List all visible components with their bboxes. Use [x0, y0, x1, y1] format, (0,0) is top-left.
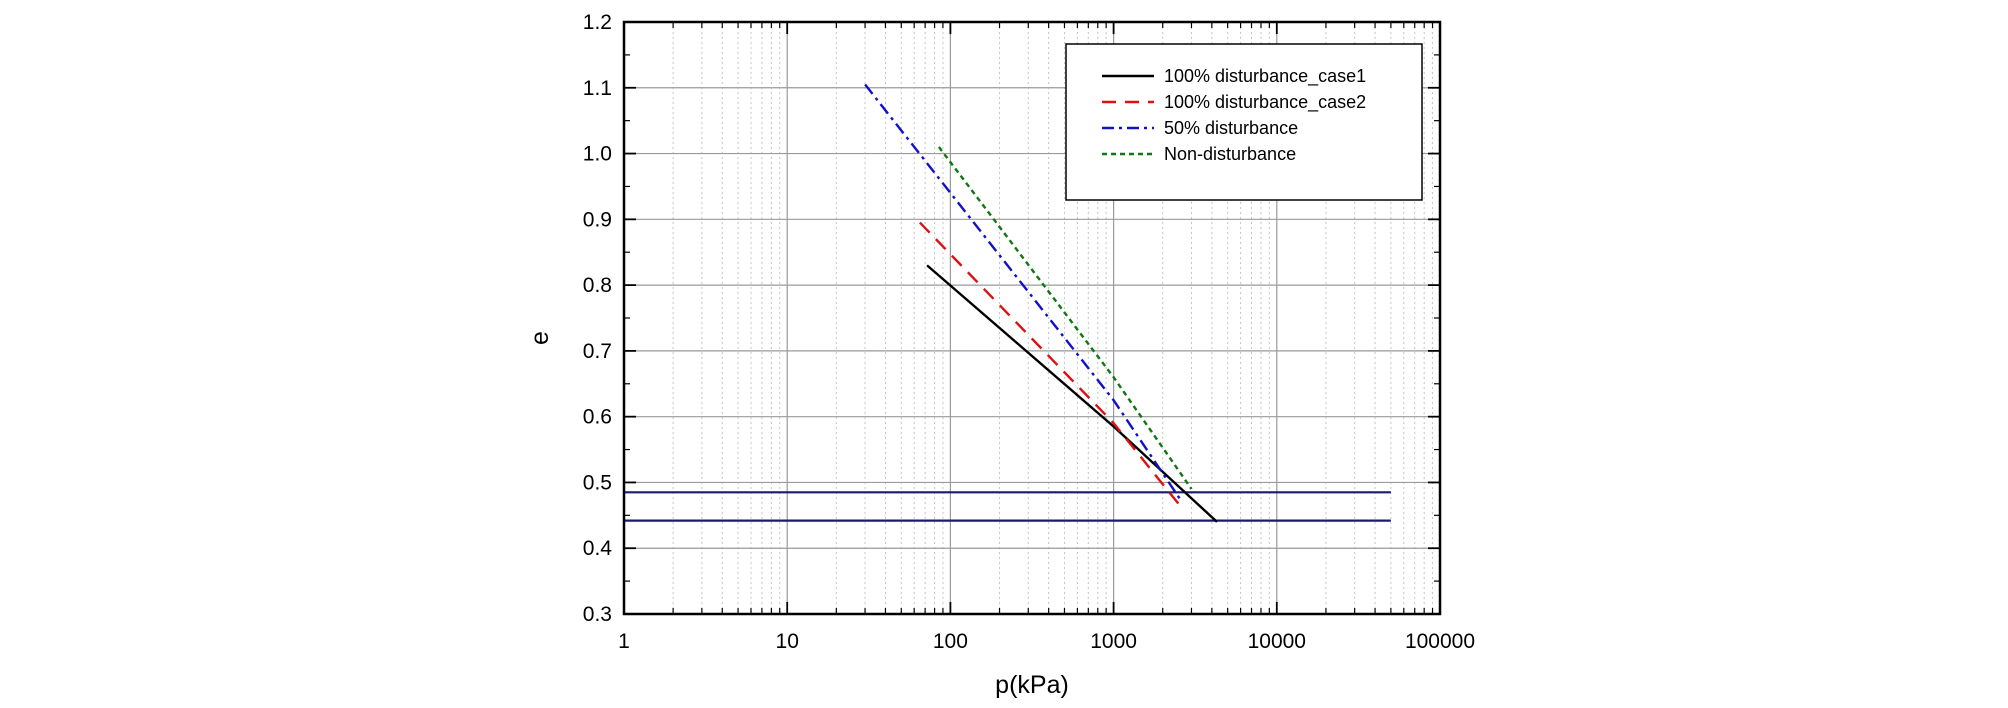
axis-ticks — [623, 21, 1441, 615]
y-tick-label: 0.9 — [583, 208, 612, 231]
legend: 100% disturbance_case1 100% disturbance_c… — [1065, 43, 1423, 201]
x-tick-label: 100000 — [1405, 630, 1475, 653]
series-line-3 — [864, 83, 1181, 500]
x-tick-label: 1 — [618, 630, 630, 653]
reference-lines — [624, 491, 1391, 522]
legend-label-1: 100% disturbance_case1 — [1164, 66, 1366, 87]
y-tick-label: 0.4 — [583, 537, 613, 560]
series-line-1 — [926, 264, 1218, 523]
y-tick-label: 0.6 — [583, 406, 612, 429]
y-tick-label: 1.0 — [583, 143, 612, 166]
series-lines — [864, 83, 1218, 523]
grid — [624, 22, 1440, 614]
y-axis-title: e — [526, 331, 554, 345]
y-tick-label: 0.8 — [583, 274, 612, 297]
series-line-2 — [919, 221, 1181, 507]
legend-label-3: 50% disturbance — [1164, 118, 1298, 138]
x-tick-label: 10 — [776, 630, 799, 653]
y-tick-label: 0.7 — [583, 340, 612, 363]
x-tick-label: 100 — [933, 630, 968, 653]
series-line-4 — [937, 146, 1193, 490]
y-tick-label: 0.5 — [583, 471, 612, 494]
y-tick-label: 0.3 — [583, 603, 612, 626]
legend-box — [1065, 43, 1423, 201]
y-tick-labels: 0.3 0.4 0.5 0.6 0.7 0.8 0.9 1.0 1.1 1.2 — [583, 11, 613, 626]
x-tick-label: 10000 — [1248, 630, 1306, 653]
x-tick-label: 1000 — [1090, 630, 1137, 653]
y-tick-label: 1.1 — [583, 77, 612, 100]
x-axis-title: p(kPa) — [995, 671, 1069, 699]
legend-label-2: 100% disturbance_case2 — [1164, 92, 1366, 113]
x-tick-labels: 1 10 100 1000 10000 100000 — [618, 630, 1475, 653]
legend-label-4: Non-disturbance — [1164, 144, 1296, 164]
y-tick-label: 1.2 — [583, 11, 612, 34]
